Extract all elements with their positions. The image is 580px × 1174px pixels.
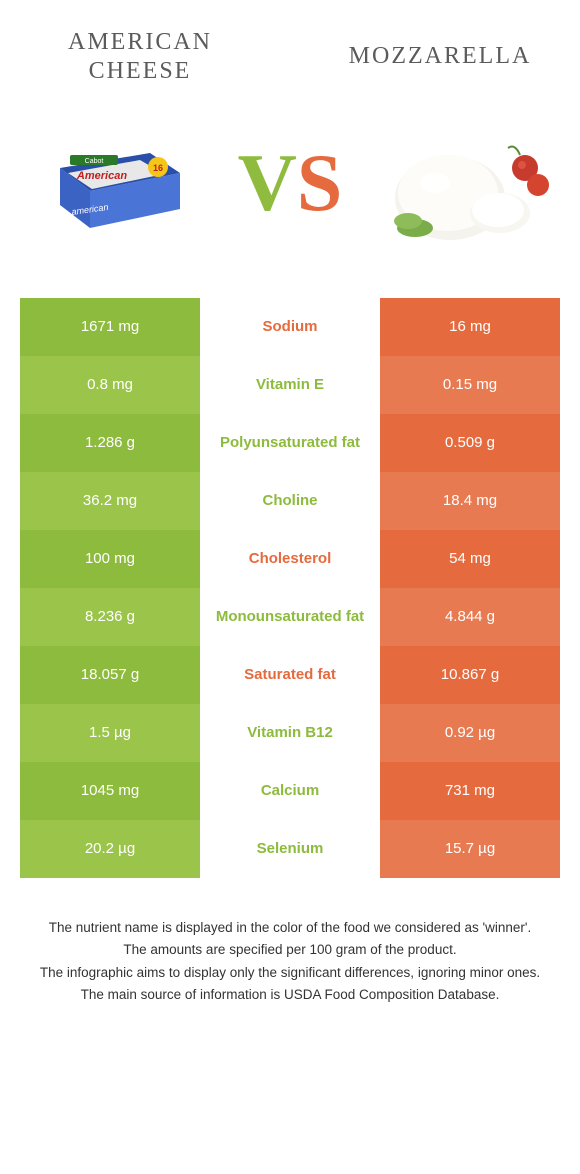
left-value: 20.2 µg [20,820,200,878]
right-value: 10.867 g [380,646,560,704]
left-value: 1045 mg [20,762,200,820]
footer-line-1: The nutrient name is displayed in the co… [30,918,550,938]
left-value: 18.057 g [20,646,200,704]
nutrient-label: Calcium [200,762,380,820]
table-row: 1045 mgCalcium731 mg [20,762,560,820]
american-cheese-image: American 16 Cabot american [30,103,210,263]
nutrient-label: Saturated fat [200,646,380,704]
nutrient-label: Cholesterol [200,530,380,588]
left-value: 1.5 µg [20,704,200,762]
right-value: 16 mg [380,298,560,356]
table-row: 100 mgCholesterol54 mg [20,530,560,588]
table-row: 8.236 gMonounsaturated fat4.844 g [20,588,560,646]
vs-s: S [297,137,343,228]
images-row: American 16 Cabot american VS [0,98,580,298]
footer-line-4: The main source of information is USDA F… [30,985,550,1005]
header: American cheese Mozzarella [0,0,580,98]
left-value: 1671 mg [20,298,200,356]
left-value: 100 mg [20,530,200,588]
nutrient-label: Polyunsaturated fat [200,414,380,472]
left-value: 1.286 g [20,414,200,472]
left-value: 0.8 mg [20,356,200,414]
nutrient-label: Selenium [200,820,380,878]
right-value: 4.844 g [380,588,560,646]
svg-text:16: 16 [153,163,163,173]
table-row: 1.286 gPolyunsaturated fat0.509 g [20,414,560,472]
footer-line-2: The amounts are specified per 100 gram o… [30,940,550,960]
right-value: 15.7 µg [380,820,560,878]
table-row: 18.057 gSaturated fat10.867 g [20,646,560,704]
vs-label: VS [238,142,343,224]
right-value: 54 mg [380,530,560,588]
table-row: 20.2 µgSelenium15.7 µg [20,820,560,878]
right-value: 0.509 g [380,414,560,472]
table-row: 0.8 mgVitamin E0.15 mg [20,356,560,414]
nutrient-label: Vitamin E [200,356,380,414]
comparison-table: 1671 mgSodium16 mg0.8 mgVitamin E0.15 mg… [0,298,580,878]
left-value: 36.2 mg [20,472,200,530]
right-value: 731 mg [380,762,560,820]
footer-line-3: The infographic aims to display only the… [30,963,550,983]
nutrient-label: Vitamin B12 [200,704,380,762]
left-value: 8.236 g [20,588,200,646]
svg-text:American: American [76,170,127,182]
right-food-title: Mozzarella [340,42,540,71]
nutrient-label: Monounsaturated fat [200,588,380,646]
footer-notes: The nutrient name is displayed in the co… [0,878,580,1005]
mozzarella-image [370,103,550,263]
left-food-title: American cheese [40,28,240,86]
table-row: 1.5 µgVitamin B120.92 µg [20,704,560,762]
table-row: 36.2 mgCholine18.4 mg [20,472,560,530]
nutrient-label: Sodium [200,298,380,356]
right-value: 0.92 µg [380,704,560,762]
vs-v: V [238,137,297,228]
right-value: 0.15 mg [380,356,560,414]
right-value: 18.4 mg [380,472,560,530]
svg-text:Cabot: Cabot [85,158,104,165]
table-row: 1671 mgSodium16 mg [20,298,560,356]
nutrient-label: Choline [200,472,380,530]
